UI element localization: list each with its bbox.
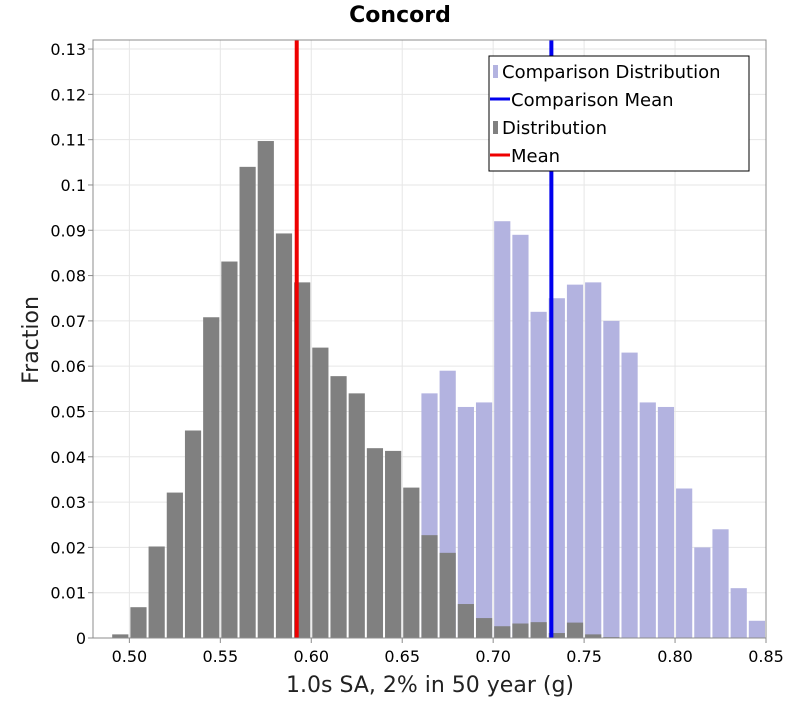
distribution-bar [567, 623, 583, 638]
distribution-bar [167, 493, 183, 638]
chart-title: Concord [349, 3, 451, 28]
distribution-bar [349, 393, 365, 638]
y-tick-label: 0.04 [50, 448, 86, 467]
comparison-bar [658, 407, 674, 638]
distribution-bar [403, 488, 419, 638]
distribution-bar [458, 604, 474, 638]
x-tick-label: 0.85 [748, 647, 784, 666]
distribution-bar [330, 376, 346, 638]
comparison-bar [731, 588, 747, 638]
y-tick-label: 0 [76, 629, 86, 648]
distribution-bar [258, 141, 274, 638]
x-tick-label: 0.75 [566, 647, 602, 666]
distribution-bar [367, 448, 383, 638]
comparison-distribution-bars [421, 221, 765, 638]
legend-swatch [493, 121, 498, 134]
distribution-bar [185, 431, 201, 638]
distribution-bar [512, 624, 528, 638]
legend-label: Comparison Mean [511, 90, 674, 111]
distribution-bar [476, 618, 492, 638]
x-tick-label: 0.80 [657, 647, 693, 666]
y-tick-label: 0.08 [50, 267, 86, 286]
x-tick-label: 0.55 [203, 647, 239, 666]
comparison-bar [712, 529, 728, 638]
comparison-bar [621, 353, 637, 638]
y-tick-label: 0.01 [50, 584, 86, 603]
distribution-bar [385, 451, 401, 638]
comparison-bar [567, 285, 583, 638]
distribution-bar [531, 622, 547, 638]
y-tick-label: 0.13 [50, 40, 86, 59]
y-tick-label: 0.07 [50, 312, 86, 331]
legend-label: Distribution [502, 118, 607, 139]
distribution-bar [203, 317, 219, 638]
x-axis-label: 1.0s SA, 2% in 50 year (g) [286, 673, 574, 698]
comparison-bar [749, 621, 765, 638]
legend-label: Comparison Distribution [502, 62, 721, 83]
distribution-bar [130, 607, 146, 638]
legend: Comparison Distribution Comparison Mean Di… [489, 56, 749, 171]
comparison-bar [694, 547, 710, 638]
x-axis: 0.50 0.55 0.60 0.65 0.70 0.75 0.80 0.85 [112, 638, 784, 666]
legend-swatch [493, 65, 498, 78]
y-tick-label: 0.03 [50, 493, 86, 512]
y-tick-label: 0.06 [50, 357, 86, 376]
distribution-bar [440, 553, 456, 638]
x-tick-label: 0.50 [112, 647, 148, 666]
y-tick-label: 0.05 [50, 402, 86, 421]
distribution-bar [312, 348, 328, 638]
comparison-bar [676, 489, 692, 639]
comparison-bar [476, 402, 492, 638]
x-tick-label: 0.70 [475, 647, 511, 666]
y-tick-label: 0.12 [50, 85, 86, 104]
comparison-bar [494, 221, 510, 638]
comparison-bar [531, 312, 547, 638]
comparison-bar [512, 235, 528, 638]
legend-label: Mean [511, 146, 560, 167]
distribution-bar [585, 634, 601, 638]
y-tick-label: 0.1 [61, 176, 86, 195]
x-tick-label: 0.65 [384, 647, 420, 666]
comparison-bar [603, 321, 619, 638]
distribution-bar [240, 167, 256, 638]
distribution-bar [149, 546, 165, 638]
y-tick-label: 0.11 [50, 131, 86, 150]
distribution-bar [494, 626, 510, 638]
distribution-bar [221, 262, 237, 638]
comparison-bar [458, 407, 474, 638]
y-axis: 0 0.01 0.02 0.03 0.04 0.05 0.06 0.07 0.08 0.09 0.1… [50, 40, 93, 648]
y-tick-label: 0.09 [50, 221, 86, 240]
distribution-bar [112, 634, 128, 638]
comparison-bar [585, 282, 601, 638]
y-tick-label: 0.02 [50, 538, 86, 557]
x-tick-label: 0.60 [293, 647, 329, 666]
distribution-bar [276, 233, 292, 638]
y-axis-label: Fraction [19, 296, 44, 384]
comparison-bar [640, 402, 656, 638]
distribution-bar [421, 535, 437, 638]
